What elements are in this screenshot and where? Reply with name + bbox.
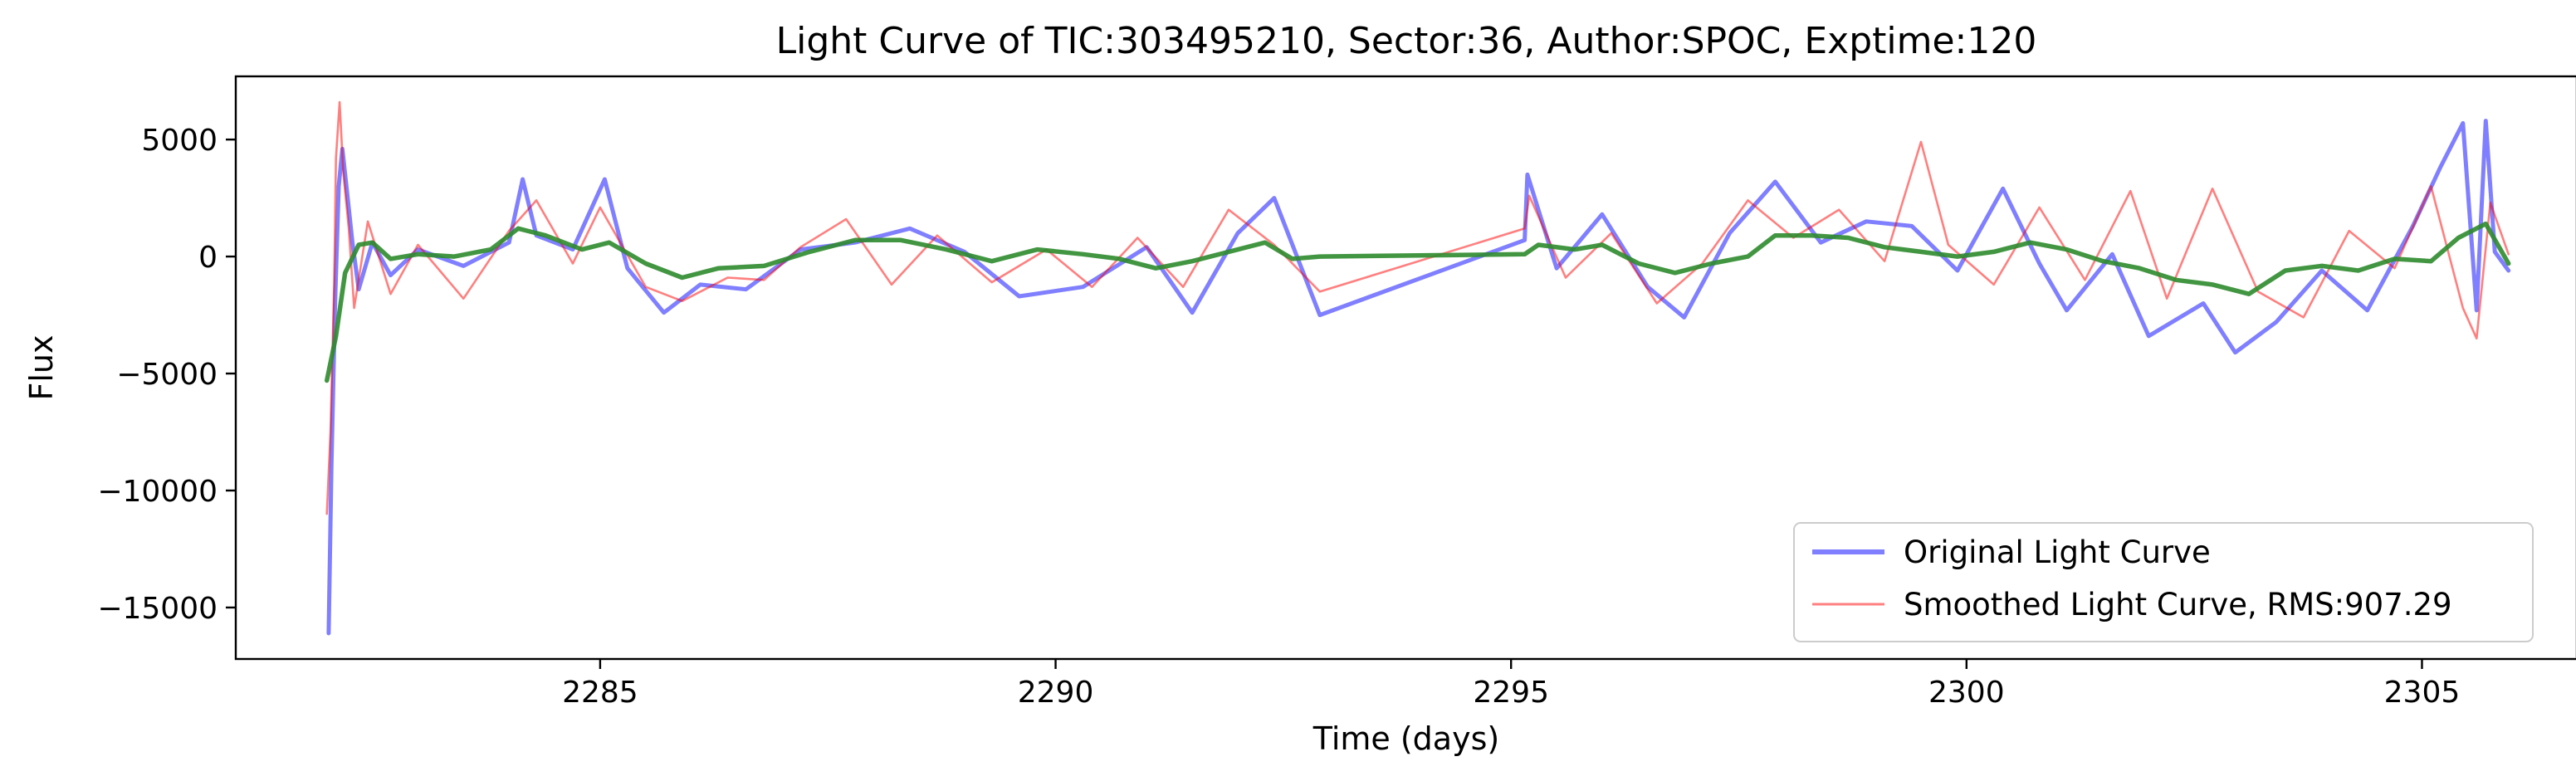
y-tick-label: −10000	[97, 475, 218, 509]
x-tick-label: 2285	[562, 676, 638, 710]
x-axis-ticks: 2285 2290 2295 2300 2305	[562, 659, 2460, 710]
x-tick-label: 2305	[2384, 676, 2461, 710]
y-axis-ticks: 5000 0 −5000 −10000 −15000	[97, 124, 236, 626]
legend-label: Original Light Curve	[1904, 534, 2211, 570]
series-line-0	[326, 119, 2511, 636]
x-tick-label: 2290	[1018, 676, 1094, 710]
series-layer	[324, 100, 2511, 636]
y-tick-label: −5000	[116, 358, 218, 392]
legend-label: Smoothed Light Curve, RMS:907.29	[1904, 587, 2452, 622]
legend-box	[1793, 522, 2534, 642]
series-line-1	[325, 100, 2510, 515]
x-tick-label: 2295	[1473, 676, 1549, 710]
y-tick-label: −15000	[97, 592, 218, 626]
y-axis-label: Flux	[23, 335, 60, 401]
x-tick-label: 2300	[1928, 676, 2005, 710]
y-tick-label: 0	[198, 241, 218, 275]
series-line-2	[324, 221, 2511, 383]
x-axis-label: Time (days)	[1312, 720, 1499, 757]
chart-title: Light Curve of TIC:303495210, Sector:36,…	[776, 20, 2037, 62]
y-tick-label: 5000	[141, 124, 218, 158]
plot-area-frame	[234, 75, 2576, 661]
legend: Original Light Curve Smoothed Light Curve…	[1793, 522, 2534, 642]
